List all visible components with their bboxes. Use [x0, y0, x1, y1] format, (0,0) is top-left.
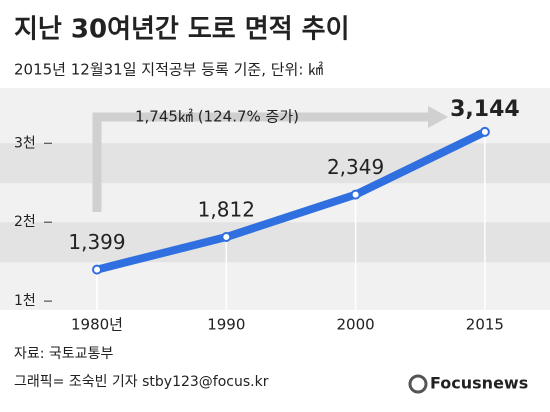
y-tick-label: 3천	[14, 135, 36, 151]
line	[93, 127, 489, 274]
point	[92, 264, 102, 275]
grid-band	[0, 143, 550, 184]
x-tick-label: 2015	[466, 316, 504, 334]
grid-band	[0, 222, 550, 263]
x-tick-label: 2000	[337, 316, 375, 334]
x-tick-label: 1980년	[71, 316, 123, 334]
chart-title: 지난 30여년간 도로 면적 추이	[14, 15, 350, 45]
y-tick-label: 1천	[14, 293, 36, 309]
chart-subtitle: 2015년 12월31일 지적공부 등록 기준, 단위: ㎢	[14, 61, 323, 79]
point	[479, 126, 490, 137]
logo-icon	[408, 374, 428, 394]
credit: 그래픽= 조숙빈 기자 stby123@focus.kr	[14, 374, 269, 390]
annotation-arrowhead	[428, 106, 448, 128]
point	[350, 189, 361, 200]
source: 자료: 국토교통부	[14, 346, 113, 362]
data-label: 3,144	[450, 97, 520, 122]
annotation: 1,745㎢ (124.7% 증가)	[135, 108, 299, 126]
point	[221, 232, 232, 243]
logo: Focusnews	[430, 374, 528, 393]
annotation-arrow	[92, 112, 430, 212]
data-label: 1,399	[68, 230, 125, 254]
data-label: 1,812	[198, 198, 255, 222]
x-tick-label: 1990	[207, 316, 245, 334]
plot-background	[0, 88, 550, 310]
data-label: 2,349	[327, 155, 384, 179]
y-tick-label: 2천	[14, 214, 36, 230]
